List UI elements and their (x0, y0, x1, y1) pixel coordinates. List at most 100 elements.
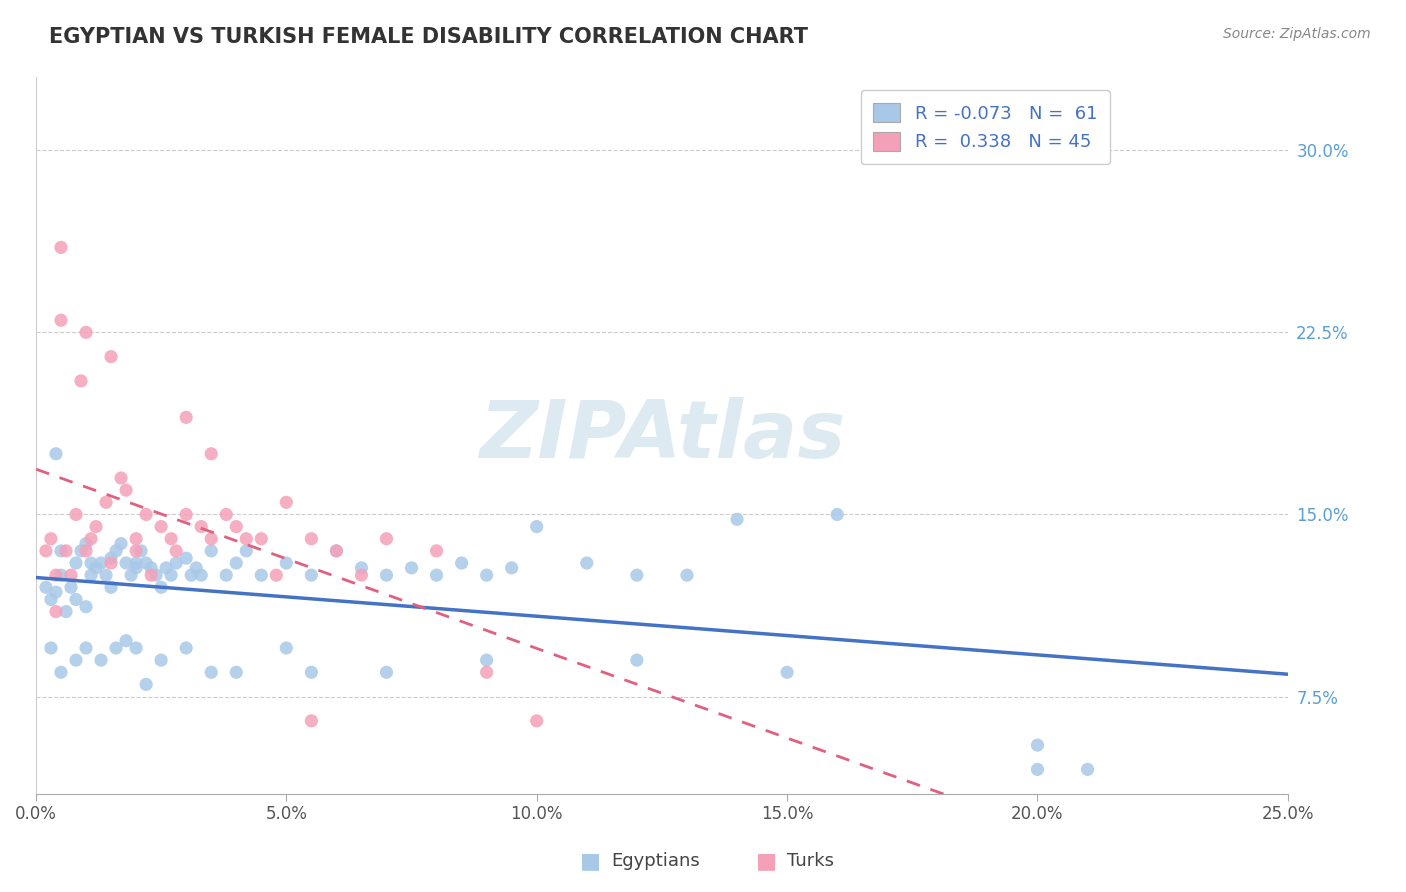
Point (174, 640, 197, 655)
Point (55, 544, 77, 558)
Point (215, 568, 238, 582)
Point (174, 410, 197, 425)
Text: Source: ZipAtlas.com: Source: ZipAtlas.com (1223, 27, 1371, 41)
Point (626, 653, 648, 667)
Point (129, 544, 152, 558)
Point (59, 568, 82, 582)
Point (1077, 763, 1099, 777)
Point (450, 556, 472, 570)
Point (125, 640, 148, 655)
Point (266, 568, 288, 582)
Point (325, 544, 347, 558)
Point (139, 568, 162, 582)
Point (90, 653, 112, 667)
Point (125, 561, 148, 575)
Point (299, 568, 322, 582)
Point (150, 580, 173, 594)
Point (235, 544, 257, 558)
Point (35, 580, 58, 594)
Point (115, 633, 138, 648)
Point (200, 544, 222, 558)
Text: ■: ■ (581, 851, 600, 871)
Point (401, 561, 423, 575)
Point (155, 561, 177, 575)
Point (200, 532, 222, 546)
Point (49, 240, 72, 254)
Text: ZIPAtlas: ZIPAtlas (479, 397, 845, 475)
Point (84, 519, 107, 533)
Point (49, 568, 72, 582)
Point (75, 599, 97, 614)
Point (70, 374, 93, 388)
Point (45, 447, 67, 461)
Point (299, 714, 322, 728)
Point (135, 556, 157, 570)
Point (139, 561, 162, 575)
Point (225, 665, 247, 680)
Point (45, 605, 67, 619)
Point (135, 508, 157, 522)
Point (65, 653, 87, 667)
Point (725, 512, 748, 526)
Point (45, 585, 67, 599)
Point (45, 568, 67, 582)
Point (200, 665, 222, 680)
Point (250, 568, 273, 582)
Point (135, 677, 157, 691)
Point (115, 483, 138, 498)
Point (125, 556, 148, 570)
Point (180, 568, 202, 582)
Point (94, 495, 117, 509)
Point (100, 350, 122, 364)
Point (1026, 738, 1049, 752)
Point (165, 556, 187, 570)
Point (501, 561, 523, 575)
Point (575, 556, 598, 570)
Point (160, 532, 183, 546)
Point (225, 556, 247, 570)
Point (676, 568, 699, 582)
Point (105, 640, 128, 655)
Point (84, 561, 107, 575)
Point (49, 665, 72, 680)
Point (39, 592, 62, 607)
Point (350, 561, 373, 575)
Point (75, 326, 97, 340)
Point (225, 519, 247, 533)
Point (425, 568, 447, 582)
Text: Turks: Turks (787, 852, 834, 870)
Point (174, 551, 197, 566)
Point (94, 568, 117, 582)
Point (1026, 763, 1049, 777)
Point (375, 568, 398, 582)
Point (325, 544, 347, 558)
Point (174, 508, 197, 522)
Point (80, 556, 103, 570)
Point (145, 568, 167, 582)
Point (59, 580, 82, 594)
Point (526, 714, 548, 728)
Point (626, 568, 648, 582)
Point (299, 665, 322, 680)
Point (190, 519, 212, 533)
Point (80, 568, 103, 582)
Point (39, 640, 62, 655)
Point (75, 544, 97, 558)
Point (105, 544, 128, 558)
Point (115, 556, 138, 570)
Point (100, 551, 122, 566)
Point (49, 313, 72, 327)
Point (475, 653, 498, 667)
Point (100, 556, 122, 570)
Point (39, 532, 62, 546)
Point (70, 544, 93, 558)
Point (160, 568, 183, 582)
Point (110, 536, 132, 550)
Point (150, 653, 173, 667)
Point (276, 640, 298, 655)
Point (90, 556, 112, 570)
Point (276, 556, 298, 570)
Point (35, 544, 58, 558)
Point (165, 544, 187, 558)
Point (125, 544, 148, 558)
